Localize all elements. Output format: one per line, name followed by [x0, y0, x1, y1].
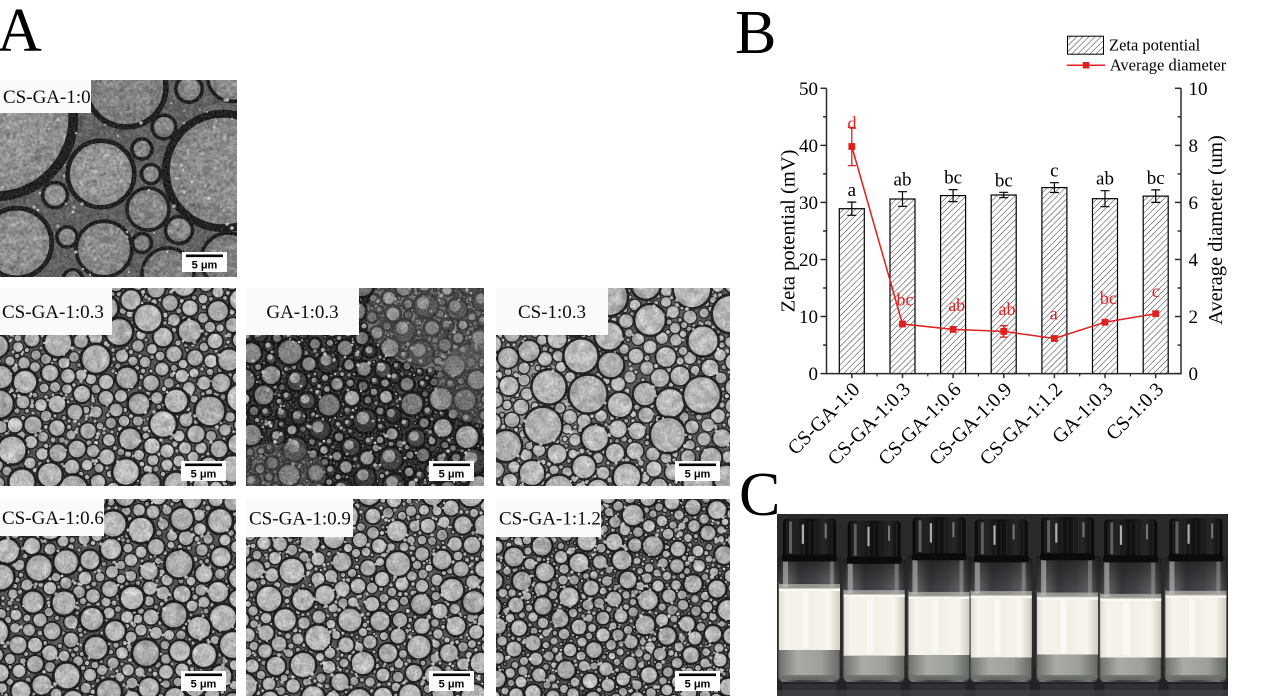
svg-text:5 μm: 5 μm: [191, 469, 217, 481]
svg-text:2: 2: [1189, 307, 1199, 328]
svg-text:c: c: [1152, 281, 1160, 301]
svg-text:a: a: [1050, 303, 1058, 323]
svg-text:bc: bc: [1100, 288, 1117, 308]
svg-text:5 μm: 5 μm: [685, 679, 711, 691]
svg-text:5 μm: 5 μm: [191, 679, 217, 691]
svg-text:bc: bc: [944, 168, 962, 189]
svg-text:Average diameter: Average diameter: [1110, 56, 1227, 75]
svg-text:10: 10: [799, 307, 818, 328]
svg-text:CS-GA-1:0.6: CS-GA-1:0.6: [2, 508, 104, 529]
svg-text:6: 6: [1189, 193, 1199, 214]
svg-text:CS-1:0.3: CS-1:0.3: [1102, 379, 1168, 445]
svg-text:0: 0: [1189, 364, 1199, 385]
svg-text:50: 50: [799, 79, 818, 100]
svg-text:20: 20: [799, 250, 818, 271]
svg-text:CS-GA-1:1.2: CS-GA-1:1.2: [499, 509, 601, 530]
svg-text:a: a: [848, 180, 857, 201]
svg-text:5 μm: 5 μm: [685, 469, 711, 481]
svg-text:Average diameter (um): Average diameter (um): [1205, 135, 1227, 325]
svg-text:40: 40: [799, 136, 818, 157]
svg-text:GA-1:0.3: GA-1:0.3: [266, 302, 338, 323]
svg-text:5 μm: 5 μm: [439, 679, 465, 691]
svg-text:8: 8: [1189, 136, 1199, 157]
svg-text:bc: bc: [897, 290, 914, 310]
svg-text:d: d: [848, 113, 857, 133]
svg-text:ab: ab: [894, 170, 912, 191]
svg-text:Zeta potential (mV): Zeta potential (mV): [778, 150, 800, 313]
svg-text:0: 0: [809, 364, 819, 385]
svg-text:c: c: [1050, 161, 1058, 182]
svg-text:CS-GA-1:0.9: CS-GA-1:0.9: [249, 509, 351, 530]
svg-text:5 μm: 5 μm: [439, 469, 465, 481]
svg-text:5 μm: 5 μm: [192, 260, 218, 272]
svg-text:ab: ab: [999, 299, 1016, 319]
svg-text:10: 10: [1189, 79, 1208, 100]
svg-text:CS-GA-1:0.3: CS-GA-1:0.3: [2, 302, 104, 323]
svg-text:ab: ab: [948, 295, 965, 315]
svg-text:ab: ab: [1096, 169, 1114, 190]
svg-text:CS-GA-1:0: CS-GA-1:0: [3, 87, 91, 108]
svg-text:CS-1:0.3: CS-1:0.3: [518, 302, 586, 323]
svg-text:bc: bc: [995, 170, 1013, 191]
svg-text:30: 30: [799, 193, 818, 214]
svg-text:4: 4: [1189, 250, 1199, 271]
svg-text:bc: bc: [1147, 168, 1165, 189]
svg-text:Zeta potential: Zeta potential: [1109, 36, 1201, 55]
